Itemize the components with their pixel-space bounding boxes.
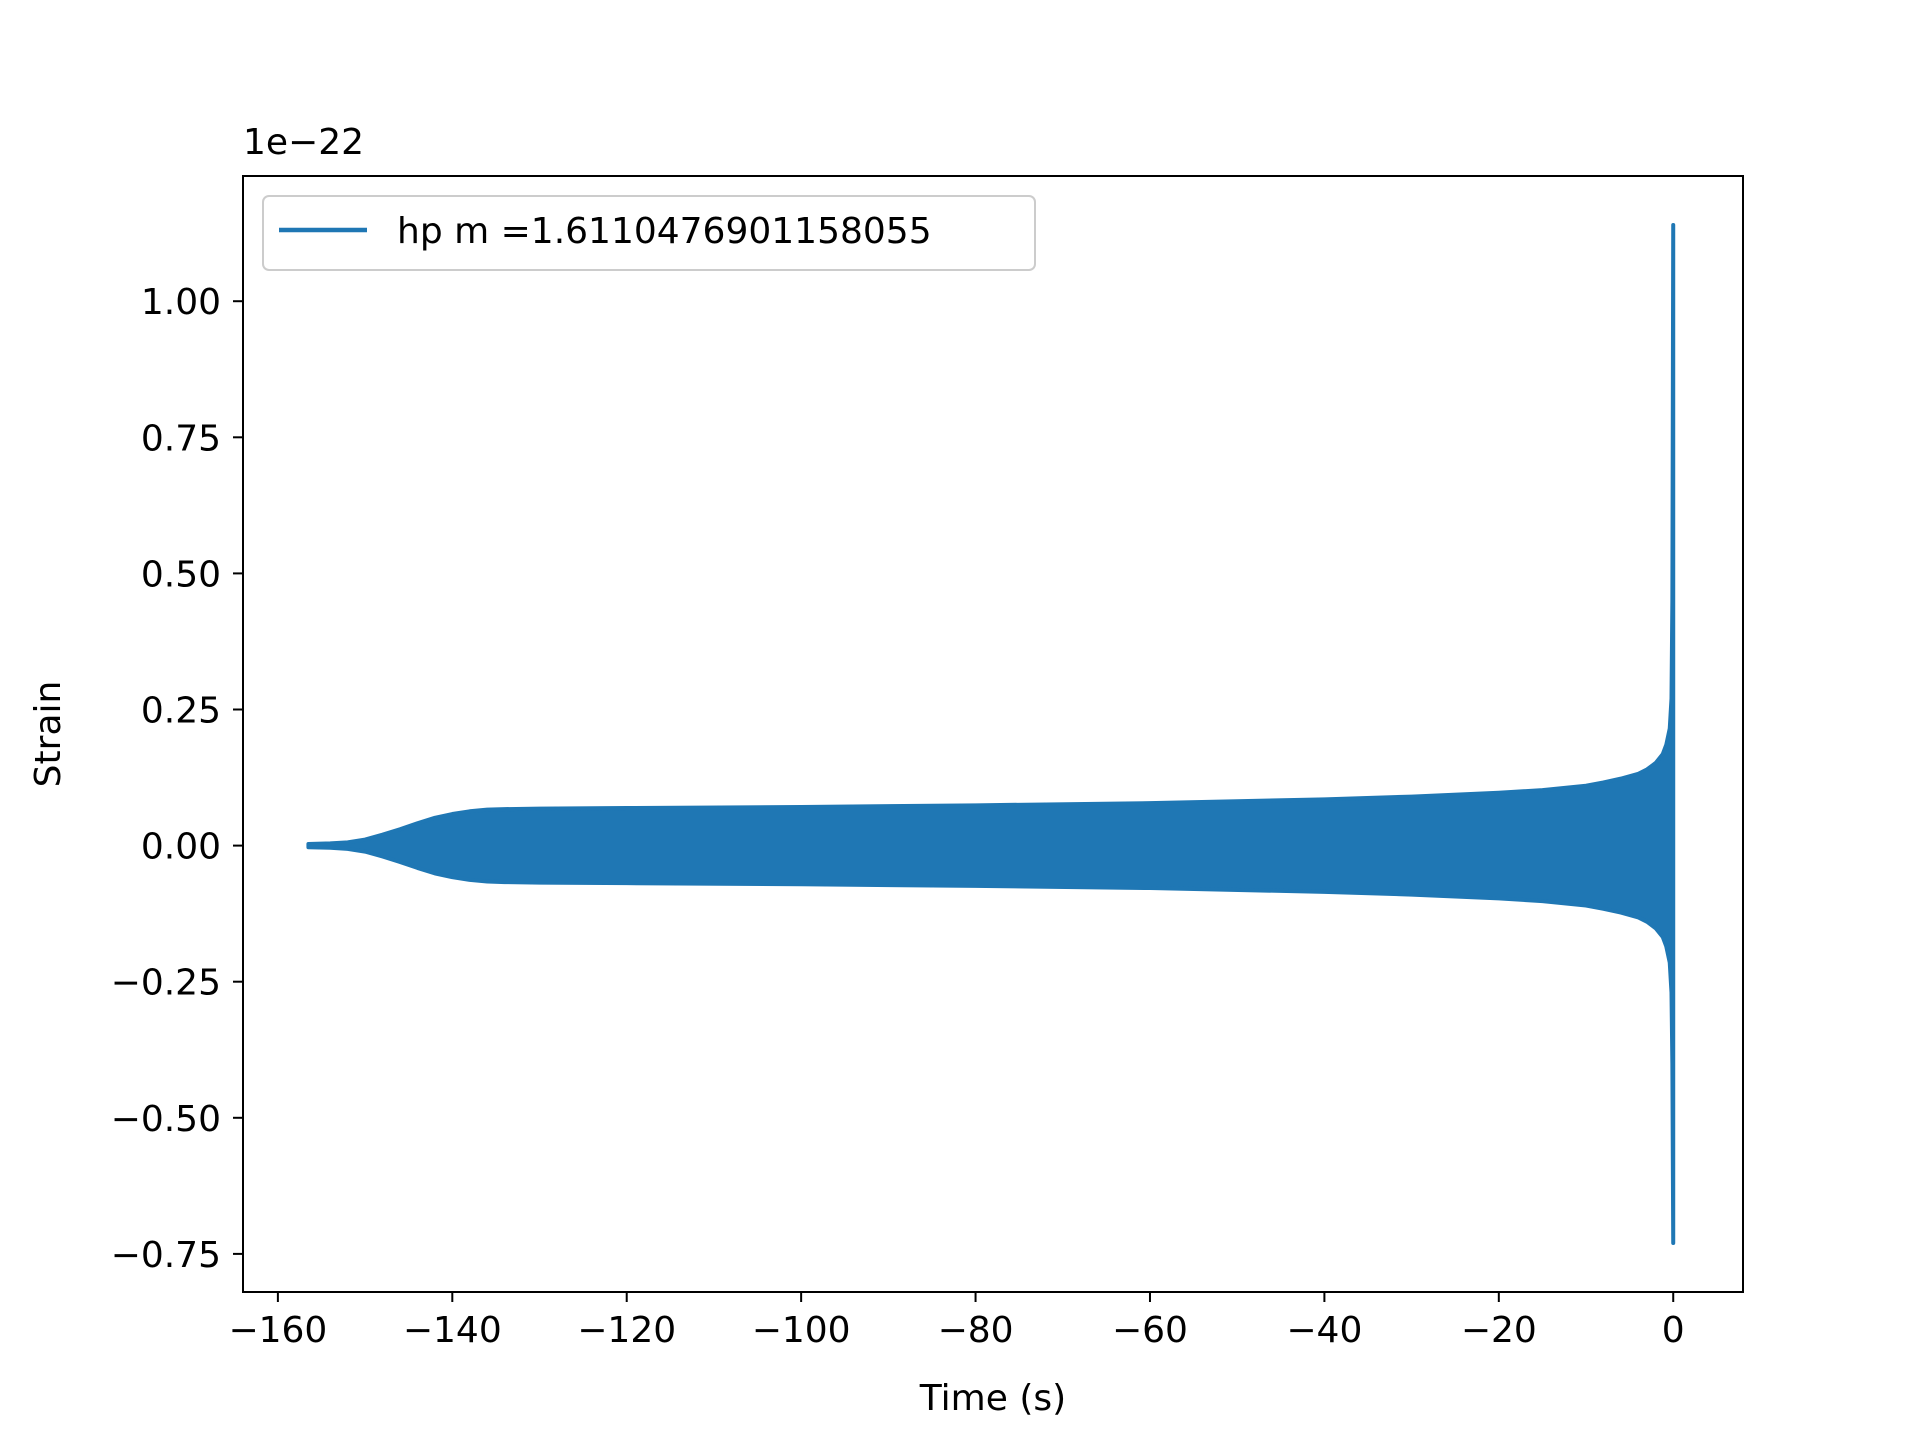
y-axis-label: Strain (28, 681, 69, 788)
x-tick-label: −40 (1286, 1310, 1362, 1351)
x-tick-label: −120 (577, 1310, 676, 1351)
y-offset-label: 1e−22 (243, 122, 364, 163)
legend: hp m =1.6110476901158055 (262, 195, 1036, 271)
x-tick-label: −60 (1112, 1310, 1188, 1351)
x-tick-label: −80 (938, 1310, 1014, 1351)
x-tick-label: −20 (1461, 1310, 1537, 1351)
y-axis: −0.75 −0.50 −0.25 0.00 0.25 0.50 0.75 1.00 (111, 282, 243, 1276)
x-tick-label: −160 (228, 1310, 327, 1351)
x-axis-label: Time (s) (919, 1378, 1066, 1419)
y-tick-label: 0.25 (141, 691, 221, 732)
series-layer (306, 223, 1676, 1245)
x-tick-label: −100 (752, 1310, 851, 1351)
y-tick-label: 0.50 (141, 554, 221, 595)
y-tick-label: −0.50 (111, 1099, 221, 1140)
y-tick-label: −0.75 (111, 1235, 221, 1276)
plot-frame (242, 175, 1744, 1293)
x-tick-label: −140 (403, 1310, 502, 1351)
y-tick-label: 1.00 (141, 282, 221, 323)
legend-label: hp m =1.6110476901158055 (397, 211, 932, 252)
legend-box (262, 195, 1036, 271)
x-tick-label: 0 (1662, 1310, 1685, 1351)
x-axis: −160 −140 −120 −100 −80 −60 −40 −20 0 (228, 1292, 1685, 1351)
y-tick-label: 0.00 (141, 827, 221, 868)
y-tick-label: −0.25 (111, 963, 221, 1004)
y-tick-label: 0.75 (141, 418, 221, 459)
series-waveform (306, 223, 1676, 1245)
